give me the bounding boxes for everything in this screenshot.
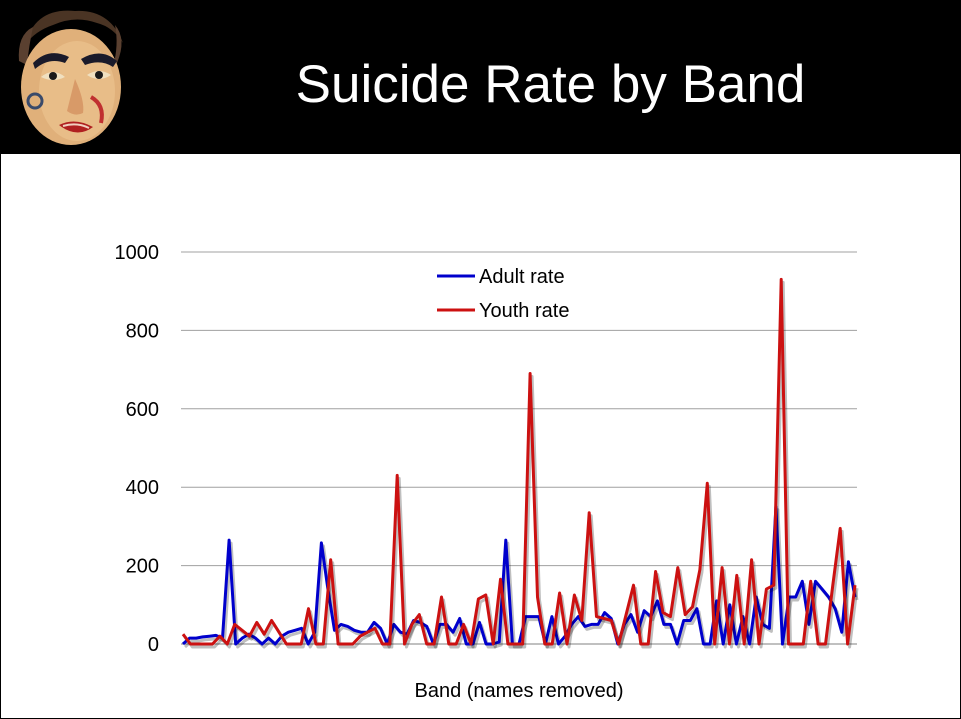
- y-tick-label: 0: [148, 634, 159, 656]
- legend-label-0: Adult rate: [479, 266, 565, 288]
- y-tick-label: 1000: [115, 242, 160, 264]
- line-chart: 0 200 400 600 800 1000 Band (names removed) Adu…: [1, 154, 960, 718]
- carved-mask-icon: [5, 5, 137, 149]
- line-chart-svg: 0 200 400 600 800 1000 Band (names removed) Adu…: [115, 242, 859, 702]
- legend-label-1: Youth rate: [479, 300, 569, 322]
- x-axis-title: Band (names removed): [415, 680, 624, 702]
- y-tick-label: 800: [126, 320, 159, 342]
- y-tick-label: 600: [126, 399, 159, 421]
- slide-header: Suicide Rate by Band: [1, 1, 960, 154]
- slide-title: Suicide Rate by Band: [295, 55, 806, 114]
- series-shadow-1: [183, 280, 859, 649]
- y-tick-label: 400: [126, 477, 159, 499]
- series-line-youth-rate: [181, 277, 857, 646]
- y-tick-label: 200: [126, 556, 159, 578]
